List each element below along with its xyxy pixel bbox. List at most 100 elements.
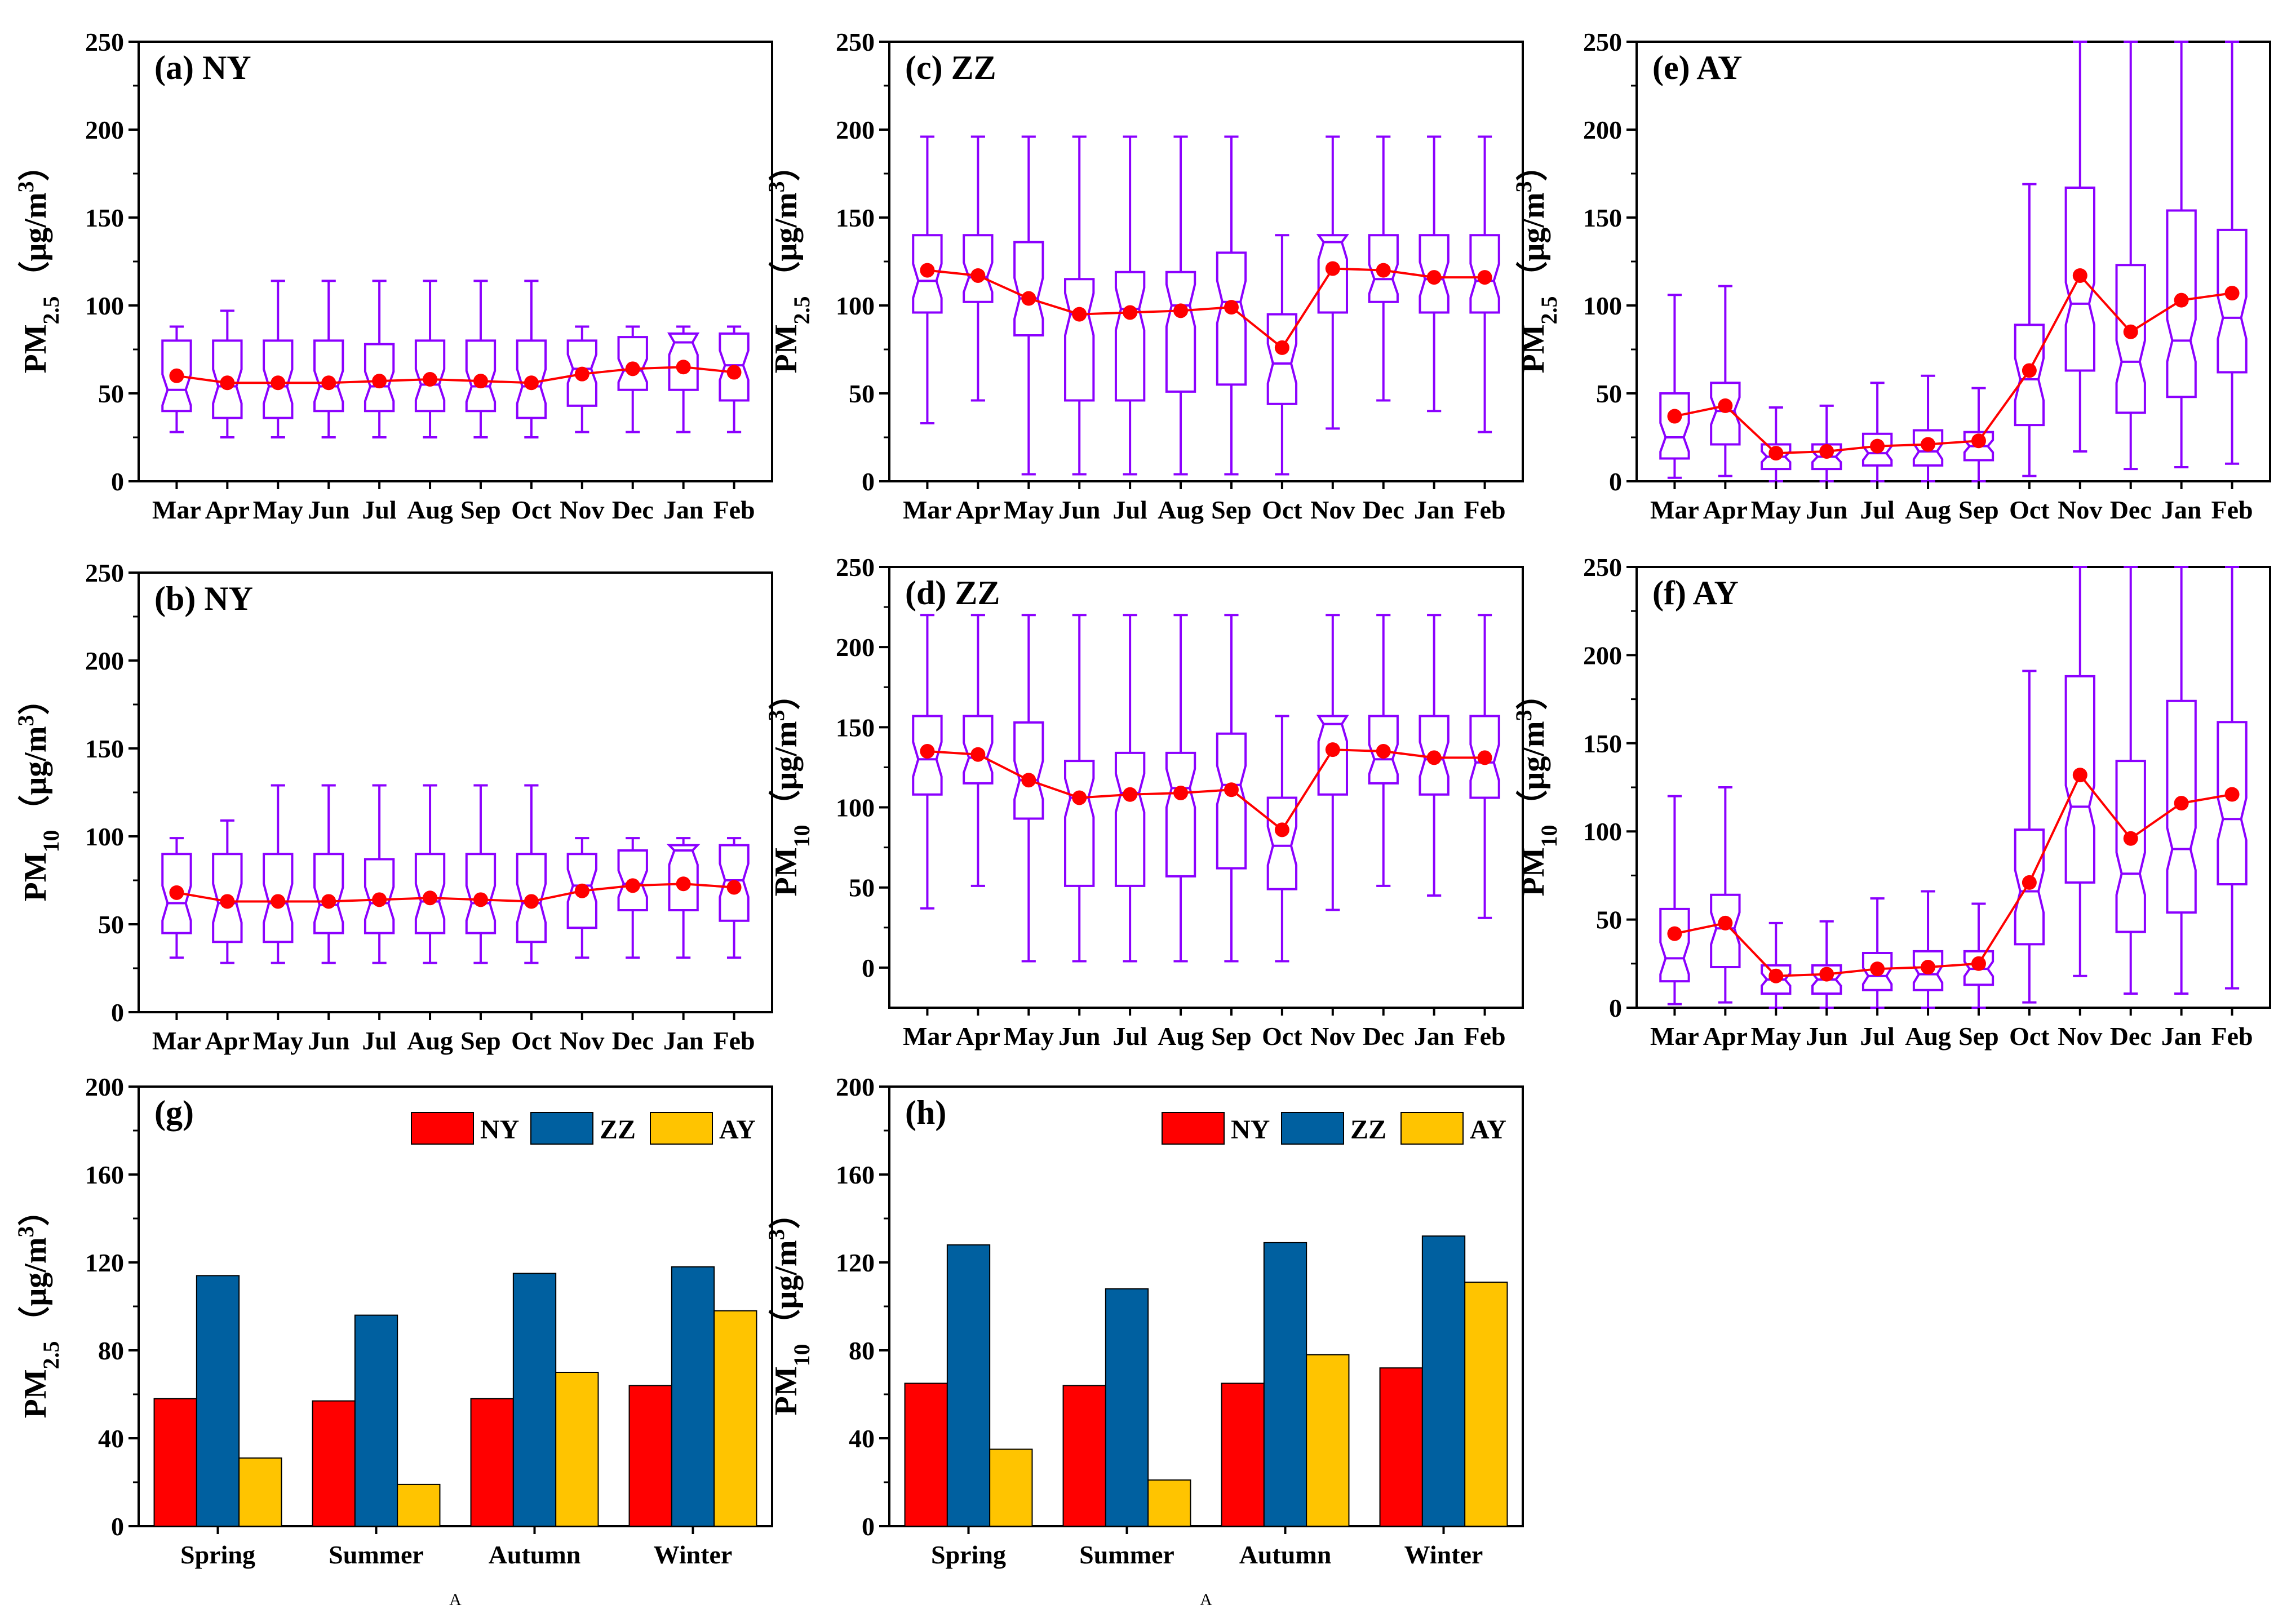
box-jan (666, 837, 701, 959)
mean-point (271, 894, 286, 909)
x-tick-label: Nov (560, 495, 604, 524)
y-tick-label: 0 (862, 1512, 875, 1541)
x-tick-label: Oct (1262, 1022, 1302, 1051)
mean-point (2022, 875, 2037, 890)
mean-point (2174, 293, 2189, 308)
bar-ay-summer (1147, 1479, 1191, 1527)
legend-label-zz: ZZ (1350, 1115, 1386, 1145)
box-jul (364, 280, 395, 438)
y-tick-label: 50 (1596, 379, 1622, 408)
mean-point (1224, 300, 1239, 315)
mean-point (1376, 744, 1391, 759)
y-tick-label: 150 (836, 203, 875, 232)
y-tick-label: 0 (1609, 994, 1622, 1022)
box-jul (1861, 897, 1893, 1009)
box-apr (1710, 786, 1741, 1004)
mean-point (920, 263, 935, 278)
mean-point (1667, 926, 1682, 941)
y-axis-label-close: ） (768, 678, 804, 710)
box-aug (414, 280, 446, 438)
y-axis-label-unit: （μg/m (768, 192, 804, 293)
y-axis-label-main: PM (1516, 847, 1551, 896)
bar-zz-spring (946, 1244, 991, 1527)
x-tick-label: Jan (663, 1026, 704, 1055)
bar-zz-summer (354, 1314, 398, 1527)
mean-point (1173, 785, 1189, 800)
notched-box (2217, 721, 2248, 886)
mean-point (1173, 303, 1189, 318)
box-mar (1659, 795, 1690, 1005)
y-axis-label-unit: （μg/m (1515, 192, 1551, 293)
bar-ny-autumn (470, 1398, 514, 1527)
x-tick-label: Sep (1958, 1022, 1999, 1051)
box-sep (1216, 614, 1247, 963)
mean-point (423, 372, 438, 387)
mean-point (524, 375, 539, 391)
y-axis-label: PM2.5 （μg/m3） (13, 149, 64, 373)
y-tick-label: 250 (836, 553, 875, 582)
box-jul (1114, 614, 1146, 963)
box-apr (212, 309, 243, 438)
x-tick-label: Summer (1079, 1540, 1174, 1569)
y-tick-label: 200 (1583, 641, 1622, 670)
panel-label: (f) AY (1652, 574, 1739, 611)
bar-ny-spring (153, 1398, 197, 1527)
mean-point (676, 876, 691, 892)
box-dec (2115, 41, 2146, 471)
y-axis-label: PM2.5 （μg/m3） (1511, 149, 1562, 373)
mean-line (1674, 273, 2232, 455)
y-axis-label-close: ） (17, 149, 53, 181)
mean-point (726, 880, 742, 895)
y-axis-label-superscript: 3 (1511, 181, 1536, 192)
box-jul (1114, 135, 1146, 476)
mean-line (176, 366, 734, 384)
box-feb (719, 837, 750, 959)
y-tick-label: 100 (1583, 817, 1622, 846)
panel-label: (e) AY (1652, 49, 1742, 86)
mean-point (1072, 790, 1087, 805)
y-tick-label: 40 (98, 1424, 124, 1453)
x-tick-label: Dec (1363, 1022, 1404, 1051)
y-axis-label-superscript: 3 (13, 181, 38, 192)
box-panel-b: 0 50 100 150 200 250 (b) NY PM10 （μg/m3） Mar Apr Ma… (13, 559, 773, 1055)
x-tick-label: Dec (612, 1026, 654, 1055)
mean-point (625, 878, 640, 893)
x-tick-label: Aug (407, 1026, 453, 1055)
y-tick-label: 0 (862, 954, 875, 982)
box-apr (1710, 285, 1741, 477)
x-tick-label: Nov (560, 1026, 604, 1055)
mean-point (1971, 433, 1986, 449)
x-tick-label: Feb (713, 495, 755, 524)
x-tick-label: Spring (180, 1540, 255, 1569)
x-tick-label: Mar (1650, 1022, 1699, 1051)
box-may (263, 280, 294, 438)
mean-point (1819, 967, 1834, 982)
y-tick-label: 80 (849, 1336, 875, 1365)
mean-point (1325, 742, 1340, 757)
y-axis-label-close: ） (768, 1197, 804, 1229)
x-tick-label: Dec (2110, 1022, 2152, 1051)
mean-line (1674, 773, 2232, 977)
box-jul (364, 784, 395, 964)
legend-label-ay: AY (719, 1115, 756, 1145)
y-tick-label: 250 (836, 28, 875, 56)
mean-point (423, 890, 438, 906)
y-axis-label-subscript: 10 (38, 830, 64, 852)
bar-ny-summer (1062, 1385, 1106, 1527)
mean-point (1819, 444, 1834, 459)
box-mar (912, 614, 943, 910)
x-tick-label: Aug (1158, 495, 1204, 524)
x-tick-label: Nov (1310, 495, 1355, 524)
y-tick-label: 0 (111, 467, 124, 496)
notched-box (1064, 278, 1095, 402)
y-tick-label: 120 (85, 1248, 124, 1277)
x-tick-label: Sep (1211, 1022, 1252, 1051)
box-jan (2166, 41, 2197, 469)
y-axis-label: PM10 （μg/m3） (13, 683, 64, 901)
mean-point (970, 268, 986, 283)
x-tick-label: Mar (903, 1022, 952, 1051)
legend-swatch-ay (650, 1112, 713, 1145)
y-tick-label: 200 (85, 116, 124, 144)
notched-box (1064, 760, 1095, 887)
y-axis-label-close: ） (17, 1194, 53, 1226)
